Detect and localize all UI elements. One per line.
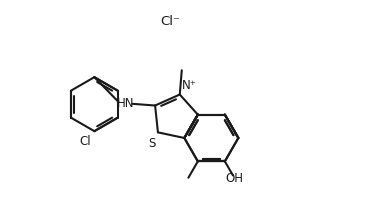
Text: N⁺: N⁺ [182,78,197,91]
Text: Cl⁻: Cl⁻ [160,15,180,28]
Text: Cl: Cl [80,135,91,147]
Text: OH: OH [226,172,243,185]
Text: S: S [148,137,156,150]
Text: HN: HN [117,97,134,110]
